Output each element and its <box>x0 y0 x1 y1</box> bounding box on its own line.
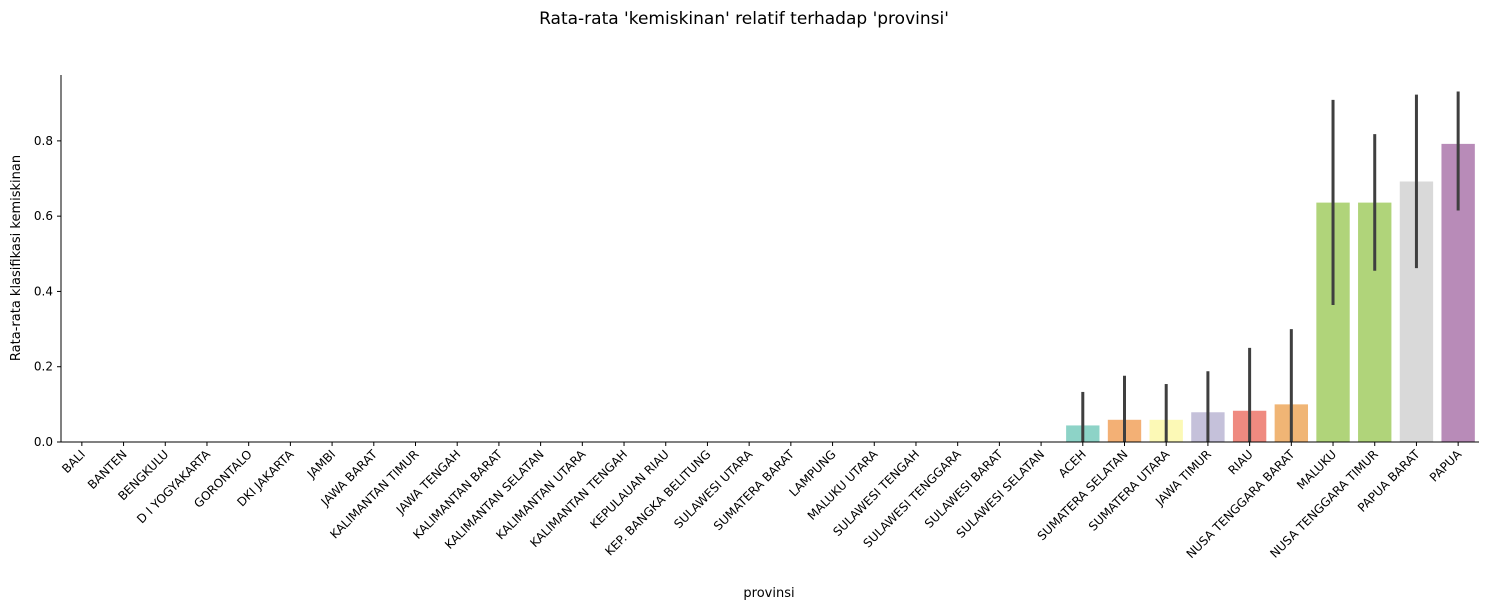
x-tick-label: SUMATERA BARAT <box>711 447 798 534</box>
x-tick-label: BALI <box>59 447 88 476</box>
y-tick-label: 0.2 <box>34 360 53 374</box>
bars-group <box>1066 143 1475 443</box>
x-tick-label: KEPULAUAN RIAU <box>588 447 672 531</box>
x-axis-label: provinsi <box>743 586 794 601</box>
y-axis: 0.0 0.2 0.4 0.6 0.8 <box>34 75 62 449</box>
x-tick-label: JAMBI <box>304 447 338 481</box>
x-tick-label: RIAU <box>1225 447 1255 477</box>
y-axis-label: Rata-rata klasifikasi kemiskinan <box>9 155 24 361</box>
error-bars-group <box>1081 91 1460 442</box>
x-tick-label: PAPUA <box>1427 447 1465 485</box>
y-tick-label: 0.8 <box>34 134 53 148</box>
x-tick-label: SULAWESI BARAT <box>922 447 1006 531</box>
x-tick-label: MALUKU UTARA <box>805 447 881 523</box>
x-tick-label: SULAWESI UTARA <box>671 447 756 532</box>
x-tick-label: D I YOGYAKARTA <box>134 447 214 527</box>
y-tick-label: 0.0 <box>34 435 53 449</box>
chart-title: Rata-rata 'kemiskinan' relatif terhadap … <box>539 9 949 29</box>
x-tick-label: ACEH <box>1056 447 1089 480</box>
y-tick-label: 0.4 <box>34 284 53 298</box>
y-tick-label: 0.6 <box>34 209 53 223</box>
